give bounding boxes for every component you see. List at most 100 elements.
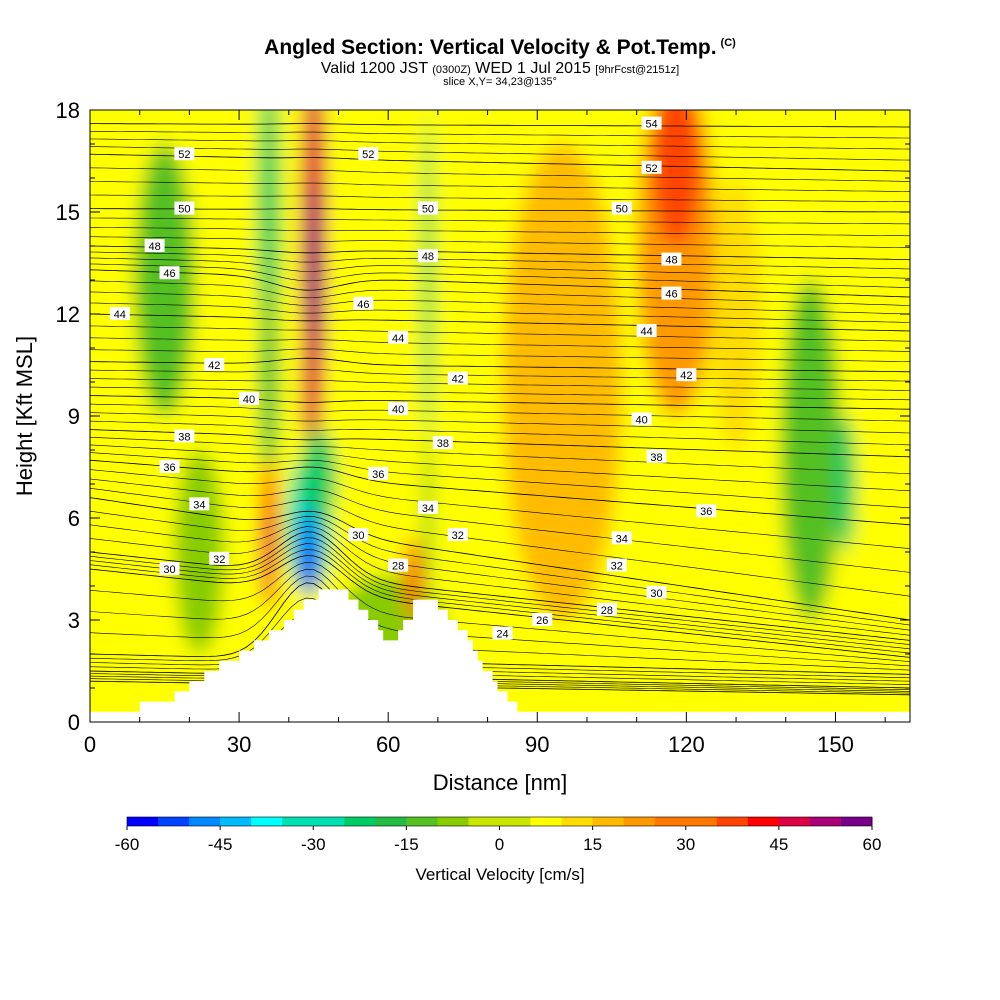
isotherm-label-text: 50: [616, 204, 628, 216]
colorbar-tick-label: -60: [115, 835, 140, 854]
isotherm-label: 34: [417, 500, 438, 515]
isotherm-line: [90, 227, 910, 237]
isotherm-label: 30: [159, 562, 180, 576]
colorbar-tick-label: -30: [301, 835, 326, 854]
isotherm-line: [90, 561, 910, 662]
colorbar-swatch: [592, 817, 625, 826]
isotherm-label: 28: [388, 558, 409, 573]
isotherm-line: [90, 478, 910, 573]
isotherm-line: [90, 403, 910, 422]
isotherm-line: [90, 251, 910, 270]
isotherm-line: [90, 153, 910, 172]
isotherm-label-text: 48: [148, 241, 160, 253]
colorbar: [126, 816, 873, 827]
isotherm-label: 32: [209, 551, 230, 566]
colorbar-swatch: [406, 817, 438, 826]
isotherm-label-text: 38: [437, 438, 449, 450]
velocity-cell: [302, 320, 316, 444]
isotherm-labels: 24 26 28 30 32 34 36 38 40 42 44 46 48 50 52 54 52 50 48 46…: [109, 116, 717, 641]
colorbar-swatch: [220, 817, 252, 826]
isotherm-label-text: 52: [178, 149, 190, 161]
isotherm-label: 52: [358, 147, 379, 161]
isotherm-line: [90, 420, 910, 446]
x-tick-label: 120: [668, 732, 705, 757]
isotherm-label: 36: [696, 504, 717, 518]
isotherm-label-text: 42: [680, 370, 692, 382]
isotherm-line: [90, 146, 910, 161]
isotherm-label: 32: [447, 528, 468, 542]
isotherm-label: 36: [159, 460, 180, 474]
y-tick-label: 0: [68, 710, 80, 735]
isotherm-line: [90, 444, 910, 492]
x-tick-label: 150: [817, 732, 854, 757]
isotherm-line: [90, 459, 910, 526]
isotherm-line: [90, 497, 910, 621]
valid-utc: (0300Z): [432, 64, 471, 76]
velocity-cell: [835, 416, 856, 552]
isotherm-label: 38: [646, 449, 667, 464]
velocity-cell: [711, 178, 761, 450]
colorbar-swatch: [623, 817, 656, 826]
valid-date: WED 1 Jul 2015: [475, 60, 591, 77]
isotherm-line: [90, 429, 910, 458]
velocity-cell: [502, 144, 622, 620]
velocity-cell: [264, 511, 274, 593]
isotherm-line: [90, 488, 910, 597]
colorbar-swatch: [375, 817, 407, 826]
colorbar-swatch: [344, 817, 376, 826]
colorbar-swatch: [654, 817, 687, 826]
isotherm-label-text: 42: [208, 360, 220, 372]
isotherm-label-text: 38: [178, 431, 190, 443]
isotherm-label: 54: [641, 116, 662, 131]
isotherm-line: [90, 263, 910, 288]
isotherm-label-text: 38: [650, 452, 662, 464]
isotherm-label: 26: [532, 613, 553, 627]
colorbar-swatch: [840, 817, 873, 826]
colorbar-ticks: -60 -45 -30 -15 0 15 30 45 60: [115, 826, 881, 854]
colorbar-swatch: [685, 817, 718, 826]
isotherm-line: [90, 369, 910, 382]
isotherm-line: [90, 378, 910, 391]
isotherm-label: 42: [447, 371, 468, 386]
colorbar-label: Vertical Velocity [cm/s]: [415, 865, 584, 884]
isotherm-label-text: 42: [452, 374, 464, 386]
isotherm-line: [90, 245, 910, 260]
isotherm-label: 46: [159, 266, 180, 280]
isotherm-label-text: 36: [163, 462, 175, 474]
y-tick-label: 18: [56, 98, 80, 123]
isotherm-label-text: 52: [645, 163, 657, 175]
isotherm-label: 50: [417, 201, 438, 216]
y-tick-label: 12: [56, 302, 80, 327]
y-tick-label: 6: [68, 506, 80, 531]
isotherm-line: [90, 412, 910, 434]
isotherm-label-text: 28: [601, 605, 613, 617]
colorbar-tick-label: 15: [583, 835, 602, 854]
velocity-cell: [780, 280, 841, 620]
isotherm-line: [90, 313, 910, 332]
slice-info: slice X,Y= 34,23@135°: [443, 76, 557, 88]
colorbar-tick-label: -15: [394, 835, 419, 854]
isotherm-label-text: 30: [352, 530, 364, 542]
x-axis-label: Distance [nm]: [433, 770, 568, 795]
isotherm-label-text: 54: [645, 119, 657, 131]
colorbar-swatch: [530, 817, 563, 826]
isotherm-label-text: 44: [640, 326, 652, 338]
forecast-info: [9hrFcst@2151z]: [595, 64, 680, 76]
isotherm-line: [90, 269, 910, 298]
isotherm-label-text: 30: [650, 588, 662, 600]
isotherm-label: 28: [596, 602, 617, 617]
velocity-cell: [422, 116, 433, 444]
colorbar-swatch: [778, 817, 811, 826]
isotherm-line: [90, 123, 910, 128]
isotherm-line: [90, 348, 910, 362]
isotherm-line: [90, 280, 910, 306]
isotherm-line: [90, 437, 910, 475]
y-axis-label: Height [Kft MSL]: [12, 336, 37, 496]
y-tick-label: 15: [56, 200, 80, 225]
colorbar-swatch: [127, 817, 159, 826]
colorbar-tick-label: -45: [208, 835, 233, 854]
isotherm-line: [90, 167, 910, 182]
velocity-cell: [257, 110, 280, 355]
isotherm-label: 52: [641, 160, 662, 175]
